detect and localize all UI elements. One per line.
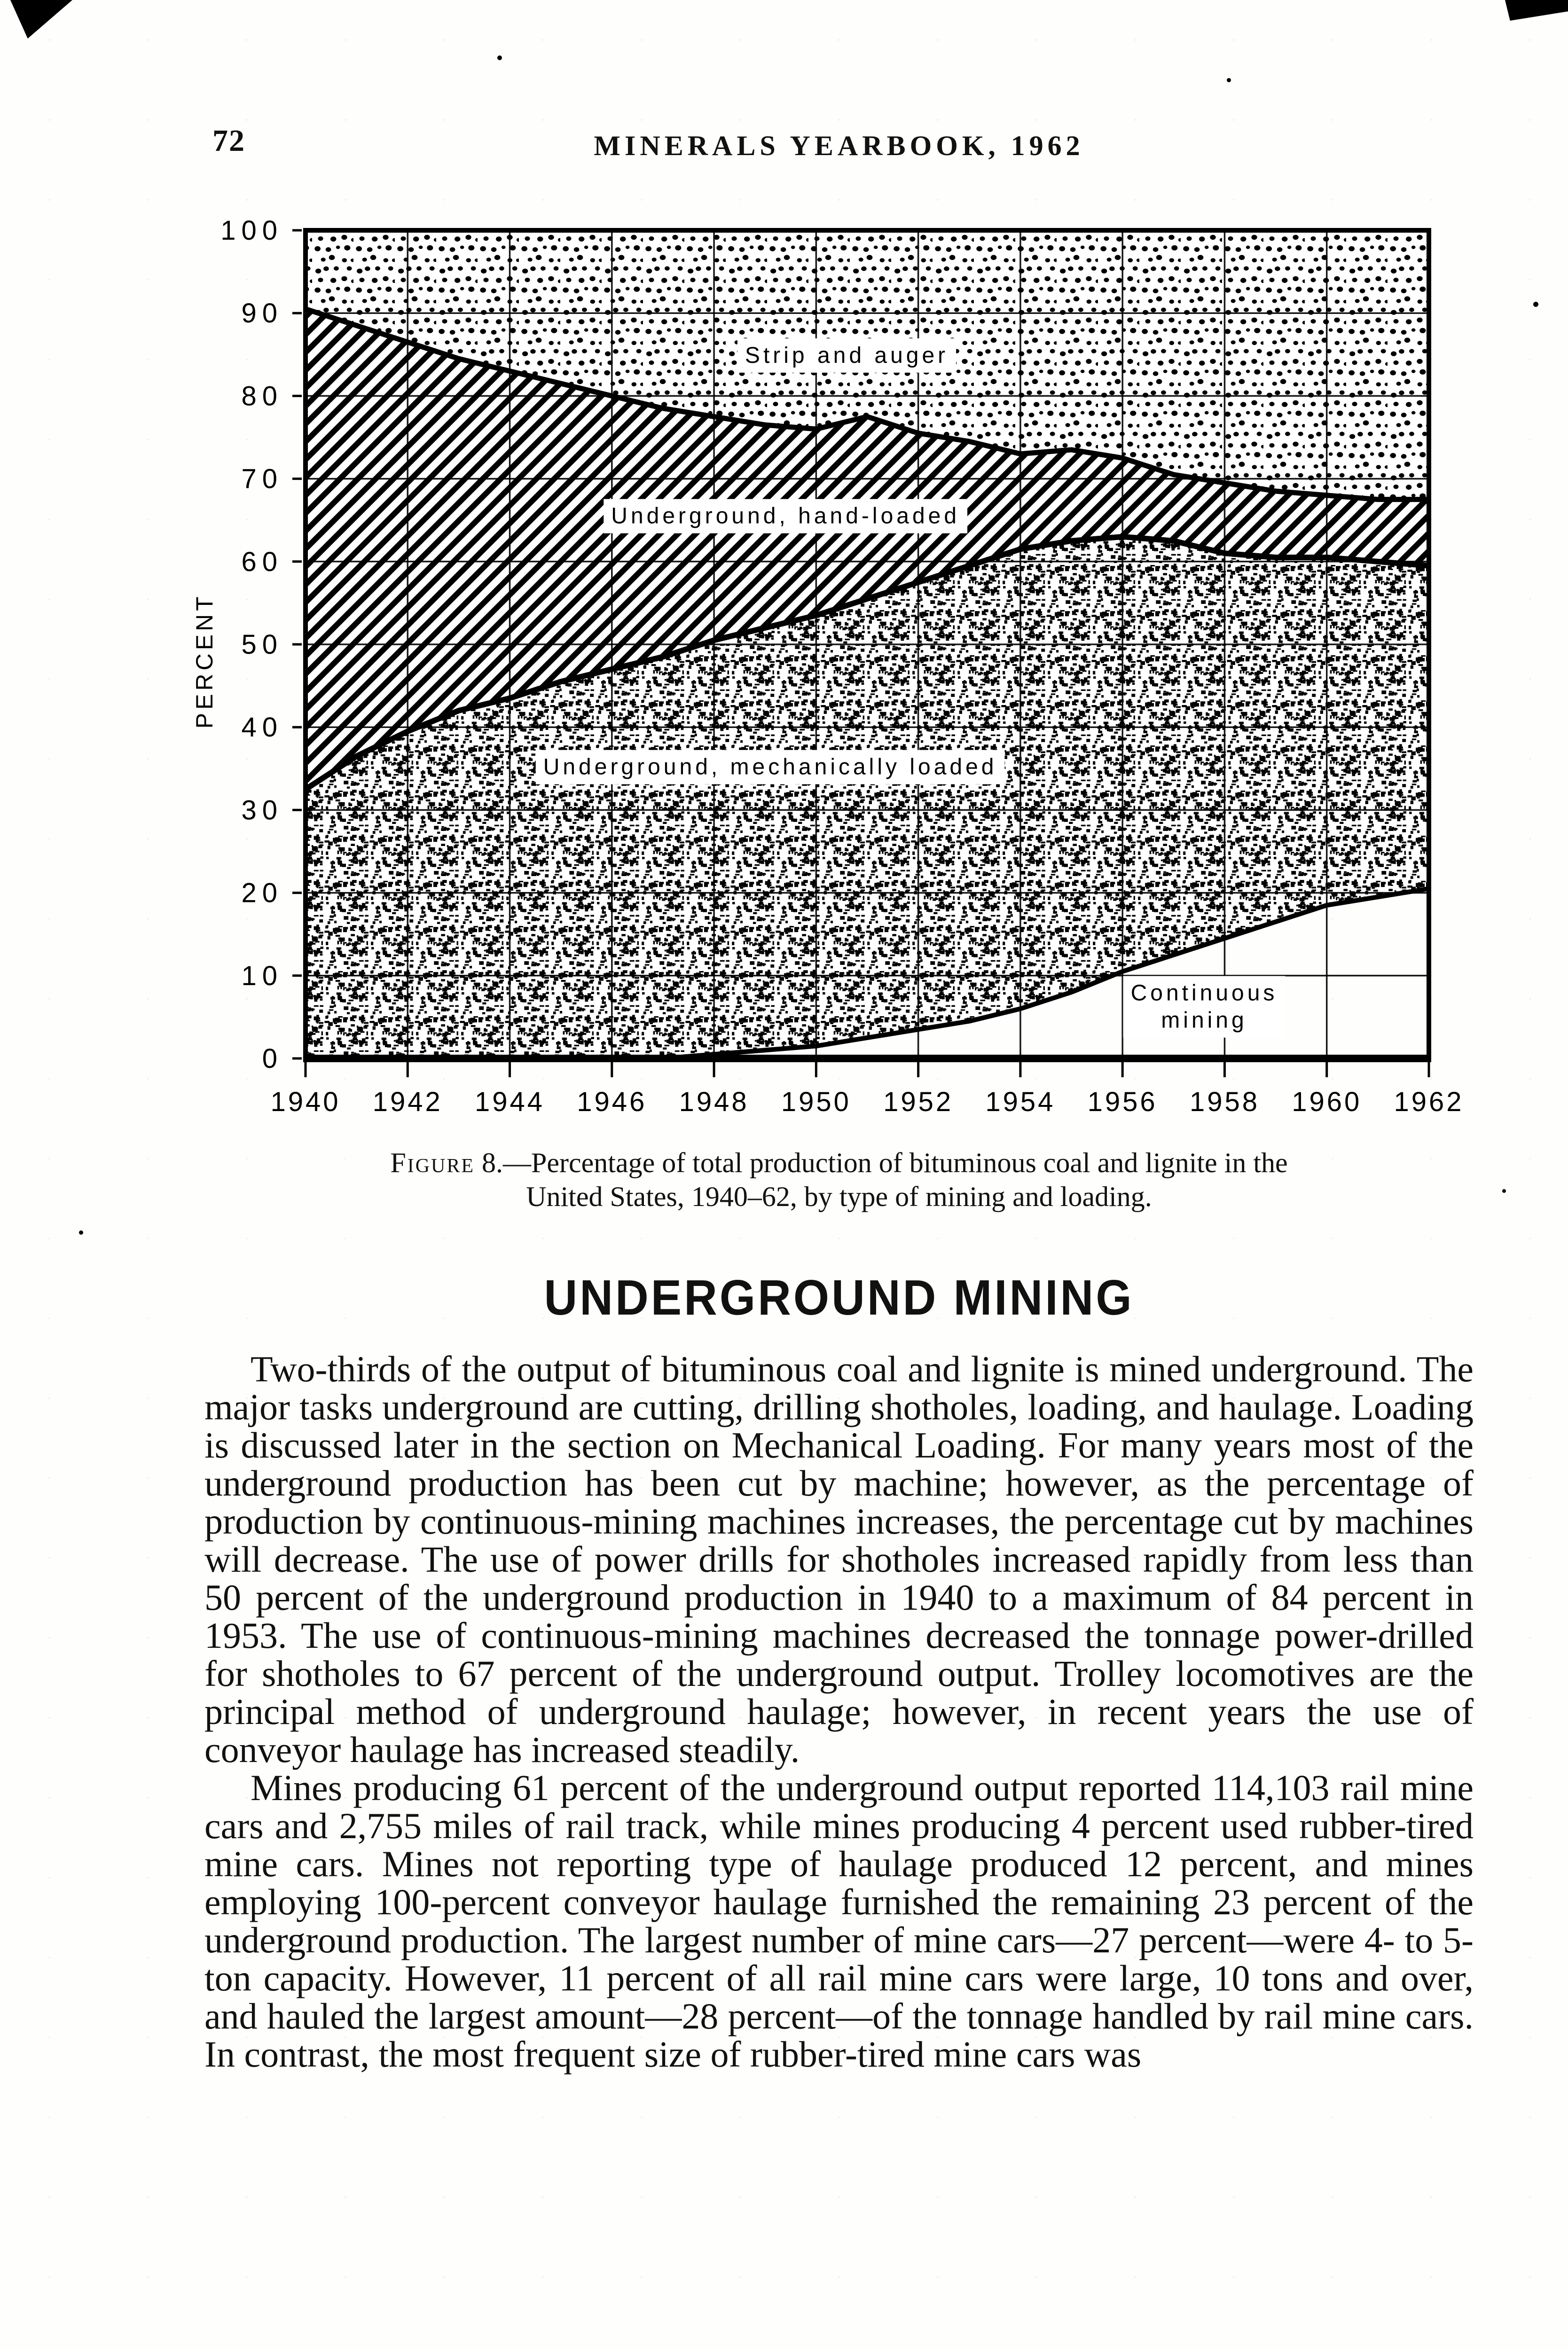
y-tick-label: 20 — [241, 878, 283, 909]
y-tick-label: 60 — [241, 547, 283, 577]
y-tick-label: 80 — [241, 381, 283, 411]
y-tick-label: 100 — [220, 215, 283, 246]
figure-caption-line2: United States, 1940–62, by type of minin… — [526, 1181, 1152, 1212]
figure-caption: Figure 8.—Percentage of total production… — [204, 1146, 1474, 1214]
y-tick-label: 30 — [241, 795, 283, 825]
section-heading: UNDERGROUND MINING — [544, 1269, 1134, 1325]
x-tick-label: 1940 — [270, 1087, 340, 1117]
paragraph-2: Mines producing 61 percent of the underg… — [204, 1767, 1474, 2075]
scan-artifact — [497, 55, 502, 60]
x-tick-label: 1958 — [1190, 1087, 1260, 1117]
y-tick-label: 90 — [241, 298, 283, 329]
page-number: 72 — [212, 124, 245, 158]
scan-artifact — [79, 1230, 83, 1235]
y-tick-label: 70 — [241, 464, 283, 494]
figure-caption-line1: Figure 8.—Percentage of total production… — [390, 1147, 1288, 1178]
x-tick-label: 1944 — [475, 1087, 545, 1117]
x-tick-label: 1948 — [679, 1087, 749, 1117]
x-tick-label: 1946 — [577, 1087, 647, 1117]
scan-artifact — [1502, 1189, 1506, 1193]
page-title: MINERALS YEARBOOK, 1962 — [594, 130, 1084, 161]
y-tick-label: 10 — [241, 961, 283, 991]
y-axis-title: PERCENT — [191, 593, 218, 728]
chart-region-label: Strip and auger — [745, 343, 949, 368]
scan-artifact — [1533, 302, 1538, 307]
chart-region-label: Continuous mining — [1131, 981, 1278, 1033]
x-tick-label: 1952 — [883, 1087, 953, 1117]
figure-8-chart: 1940 1942 1944 1946 1948 1950 1952 1954 1956 1958… — [191, 215, 1464, 1117]
x-tick-label: 1962 — [1394, 1087, 1464, 1117]
chart-region-label: Underground, mechanically loaded — [543, 755, 997, 780]
chart-region-label: Underground, hand-loaded — [611, 504, 960, 529]
scan-artifact — [1505, 0, 1568, 21]
scan-artifact — [10, 0, 72, 39]
y-tick-label: 40 — [241, 712, 283, 743]
scan-artifact — [1227, 78, 1231, 82]
x-tick-label: 1954 — [985, 1087, 1055, 1117]
y-tick-label: 0 — [262, 1043, 283, 1074]
x-tick-label: 1950 — [781, 1087, 851, 1117]
y-tick-label: 50 — [241, 629, 283, 660]
body-text: Two-thirds of the output of bituminous c… — [204, 1350, 1474, 2073]
x-tick-label: 1960 — [1292, 1087, 1362, 1117]
figure-label: Figure — [390, 1147, 475, 1178]
paragraph-1: Two-thirds of the output of bituminous c… — [204, 1348, 1474, 1770]
x-tick-label: 1956 — [1088, 1087, 1158, 1117]
x-tick-label: 1942 — [373, 1087, 443, 1117]
